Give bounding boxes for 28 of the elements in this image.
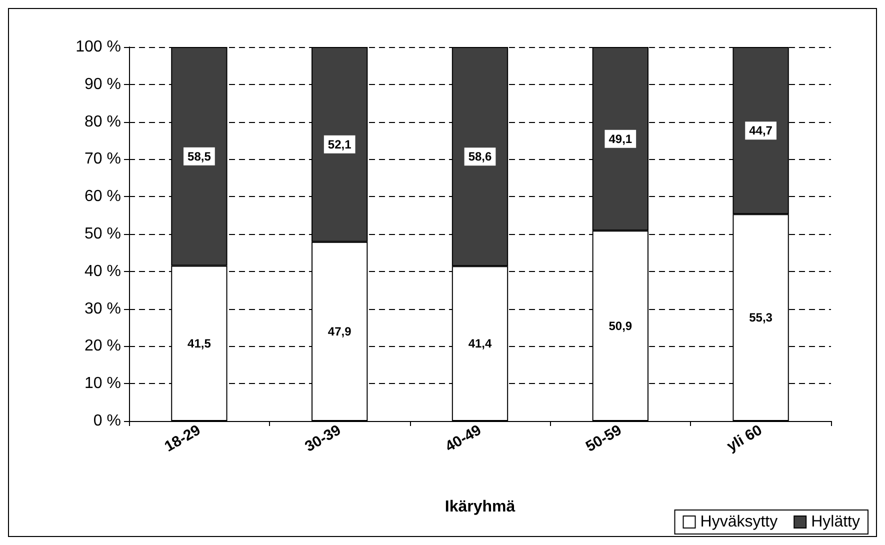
legend-label: Hyväksytty [700,514,778,530]
data-label: 52,1 [328,137,352,152]
data-label: 41,5 [188,336,212,350]
y-tick-label: 70 % [84,150,121,168]
data-label: 58,6 [468,150,492,164]
x-tick-label: yli 60 [724,422,766,456]
y-tick-label: 40 % [84,262,121,280]
y-tick-label: 10 % [84,375,121,392]
legend-label: Hylätty [811,514,860,530]
data-label: 55,3 [749,310,773,325]
x-axis-title: Ikäryhmä [444,498,516,516]
data-label: 44,7 [749,124,773,138]
y-tick-label: 100 % [76,38,121,56]
y-tick-label: 0 % [93,412,121,430]
data-label: 47,9 [328,324,352,338]
y-tick-label: 90 % [84,76,121,93]
y-tick-label: 50 % [84,226,121,242]
y-tick-label: 20 % [84,338,121,355]
x-tick-label: 40-49 [442,422,484,456]
data-label: 50,9 [608,318,632,333]
data-label: 49,1 [608,132,632,146]
y-tick-label: 60 % [84,188,121,206]
data-label: 58,5 [188,149,212,164]
x-tick-label: 30-39 [302,422,344,456]
y-tick-label: 80 % [84,113,121,130]
y-tick-label: 30 % [84,300,121,318]
x-tick-label: 50-59 [582,422,625,456]
data-label: 41,4 [468,336,492,351]
